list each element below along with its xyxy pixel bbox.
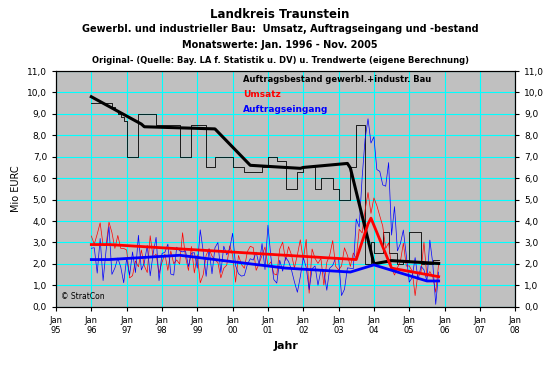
Text: Landkreis Traunstein: Landkreis Traunstein <box>211 8 349 21</box>
Text: Auftragsbestand gewerbl.+industr. Bau: Auftragsbestand gewerbl.+industr. Bau <box>243 75 431 84</box>
Text: © StratCon: © StratCon <box>61 292 105 301</box>
Text: Auftragseingang: Auftragseingang <box>243 105 329 114</box>
Text: Umsatz: Umsatz <box>243 90 281 99</box>
Y-axis label: Mio EURC: Mio EURC <box>11 166 21 212</box>
Text: Gewerbl. und industrieller Bau:  Umsatz, Auftragseingang und -bestand: Gewerbl. und industrieller Bau: Umsatz, … <box>82 24 478 34</box>
Text: Monatswerte: Jan. 1996 - Nov. 2005: Monatswerte: Jan. 1996 - Nov. 2005 <box>182 40 378 50</box>
X-axis label: Jahr: Jahr <box>273 341 298 351</box>
Text: Original- (Quelle: Bay. LA f. Statistik u. DV) u. Trendwerte (eigene Berechnung): Original- (Quelle: Bay. LA f. Statistik … <box>91 56 469 65</box>
